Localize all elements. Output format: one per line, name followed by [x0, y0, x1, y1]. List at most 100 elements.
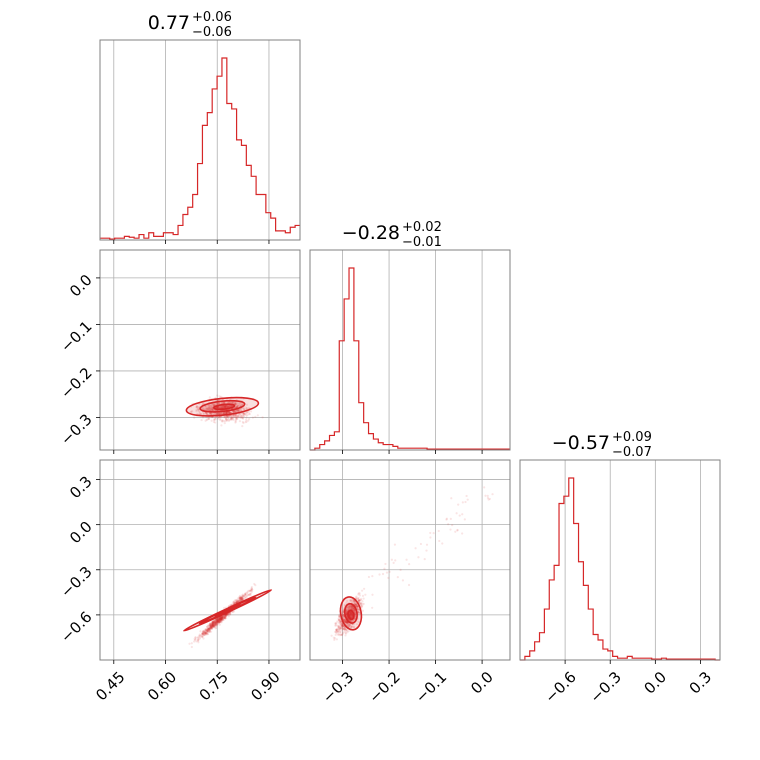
sample-point — [247, 593, 250, 597]
sample-point — [217, 620, 220, 624]
sample-point — [224, 406, 227, 409]
sample-point — [234, 415, 237, 419]
sample-point — [201, 633, 204, 636]
sample-point — [212, 625, 215, 628]
sample-point — [214, 622, 217, 625]
sample-point — [345, 612, 348, 615]
sample-point — [227, 414, 231, 417]
sample-point — [232, 418, 235, 422]
sample-point — [211, 408, 214, 411]
sample-point — [234, 406, 238, 409]
sample-point — [210, 404, 213, 407]
sample-point — [207, 628, 210, 632]
sample-point — [216, 406, 219, 409]
sample-point — [245, 418, 248, 421]
sample-point — [204, 630, 207, 633]
sample-point — [234, 421, 237, 424]
sample-point — [217, 618, 220, 621]
sample-point — [211, 623, 214, 626]
sample-point — [216, 620, 219, 623]
sample-point — [197, 641, 200, 644]
sample-point — [224, 405, 227, 408]
sample-point — [206, 632, 209, 636]
sample-point — [239, 404, 242, 407]
sample-point — [229, 418, 232, 421]
sample-point — [218, 619, 221, 622]
sample-point — [227, 418, 230, 421]
sample-point — [399, 568, 402, 571]
sample-point — [237, 413, 240, 416]
sample-point — [224, 417, 228, 420]
sample-point — [229, 417, 233, 420]
sample-point — [240, 409, 243, 412]
contours — [185, 396, 260, 417]
sample-point — [210, 627, 213, 630]
sample-point — [219, 617, 222, 621]
sample-point — [198, 412, 201, 415]
sample-point — [210, 622, 213, 625]
sample-point — [225, 614, 228, 617]
sample-point — [218, 412, 221, 415]
sample-point — [215, 621, 219, 624]
sample-point — [210, 620, 214, 624]
sample-point — [466, 498, 469, 501]
sample-point — [217, 405, 220, 409]
sample-point — [202, 630, 205, 633]
sample-point — [230, 417, 233, 420]
sample-point — [212, 621, 215, 624]
sample-point — [362, 587, 366, 590]
sample-point — [216, 619, 219, 622]
sample-point — [212, 623, 215, 626]
histogram-2 — [520, 477, 720, 661]
sample-point — [212, 412, 215, 415]
sample-point — [238, 599, 241, 602]
sample-point — [225, 418, 228, 421]
sample-point — [218, 621, 221, 624]
sample-point — [214, 421, 217, 424]
sample-point — [216, 412, 220, 415]
sample-point — [211, 621, 214, 624]
sample-point — [209, 627, 212, 630]
sample-point — [226, 418, 229, 422]
sample-point — [245, 414, 248, 418]
sample-point — [212, 620, 215, 623]
sample-point — [240, 598, 243, 602]
sample-point — [205, 631, 208, 634]
sample-point — [361, 589, 364, 592]
sample-point — [217, 621, 221, 624]
sample-point — [354, 596, 358, 599]
panel-frame — [99, 459, 301, 661]
sample-point — [228, 411, 231, 414]
sample-point — [213, 621, 216, 624]
sample-point — [202, 630, 205, 633]
sample-point — [209, 627, 212, 630]
sample-point — [254, 584, 257, 587]
sample-point — [226, 411, 229, 414]
sample-point — [220, 619, 223, 622]
sample-point — [209, 630, 213, 633]
sample-point — [220, 405, 223, 408]
sample-point — [207, 630, 210, 633]
sample-point — [228, 405, 231, 408]
sample-point — [226, 613, 229, 616]
sample-point — [354, 602, 357, 605]
sample-point — [221, 411, 224, 415]
sample-point — [236, 404, 240, 407]
sample-point — [222, 616, 226, 619]
sample-point — [245, 412, 249, 415]
sample-point — [242, 412, 246, 416]
sample-point — [240, 596, 243, 599]
sample-point — [224, 616, 227, 619]
sample-point — [215, 623, 218, 626]
sample-point — [449, 528, 452, 531]
sample-point — [204, 411, 207, 414]
sample-point — [249, 592, 253, 595]
sample-point — [216, 621, 219, 624]
sample-point — [241, 597, 244, 600]
sample-point — [236, 409, 239, 412]
sample-point — [221, 617, 224, 620]
y-tick-label: 0.3 — [66, 472, 96, 502]
sample-point — [339, 633, 342, 636]
sample-point — [371, 606, 374, 609]
sample-point — [213, 403, 216, 406]
